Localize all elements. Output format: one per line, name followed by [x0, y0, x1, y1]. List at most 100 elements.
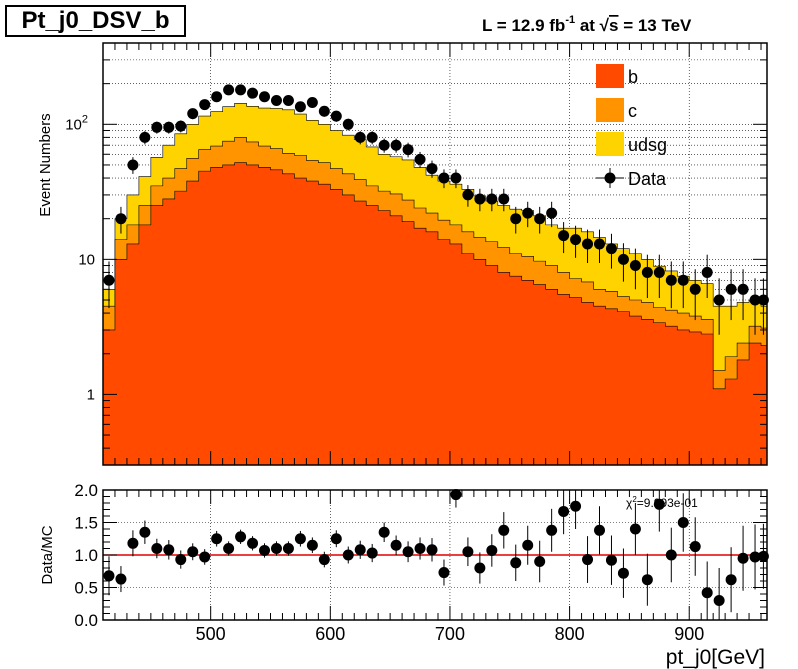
- ratio-point: [211, 533, 223, 545]
- data-point: [139, 131, 151, 143]
- ratio-point: [414, 543, 426, 554]
- data-point: [378, 139, 390, 151]
- ratio-point: [223, 543, 235, 554]
- data-point: [127, 159, 139, 171]
- data-point: [318, 105, 330, 117]
- x-tick-label: 600: [315, 624, 345, 644]
- data-point: [510, 213, 522, 225]
- ratio-point: [438, 567, 450, 579]
- data-point: [163, 121, 175, 133]
- data-point: [737, 283, 749, 295]
- data-point: [247, 87, 259, 99]
- ratio-point: [426, 544, 438, 556]
- data-points: [103, 84, 769, 335]
- y-tick-label: 1: [87, 386, 95, 403]
- data-point: [426, 163, 438, 175]
- data-point: [450, 172, 462, 184]
- ratio-point: [629, 523, 641, 535]
- data-point: [594, 238, 606, 250]
- legend-data-marker: [604, 172, 616, 184]
- ratio-point: [390, 539, 402, 551]
- legend-label-udsg: udsg: [628, 135, 667, 155]
- ratio-point: [354, 544, 366, 556]
- data-point: [211, 91, 223, 103]
- data-point: [199, 99, 211, 111]
- ratio-point: [247, 537, 259, 549]
- x-tick-label: 900: [674, 624, 704, 644]
- x-tick-label: 500: [196, 624, 226, 644]
- data-point: [558, 230, 570, 242]
- ratio-plot-grid: [103, 489, 767, 621]
- data-point: [689, 283, 701, 295]
- data-point: [582, 238, 594, 250]
- ratio-point: [282, 543, 294, 554]
- ratio-y-tick-label: 2.0: [74, 481, 98, 500]
- y-tick-label-exp: 2: [82, 113, 88, 125]
- chart-title: Pt_j0_DSV_b: [5, 5, 186, 37]
- ratio-point: [127, 537, 139, 549]
- data-point: [570, 234, 582, 246]
- data-point: [701, 266, 713, 278]
- ratio-point: [510, 557, 522, 569]
- ratio-point: [749, 551, 761, 563]
- ratio-point: [701, 587, 713, 599]
- data-point: [151, 121, 163, 133]
- ratio-point: [713, 595, 725, 606]
- data-point: [366, 131, 378, 143]
- legend-label-c: c: [628, 101, 637, 121]
- ratio-point: [402, 546, 414, 558]
- data-point: [605, 243, 617, 255]
- ratio-y-tick-label: 0.5: [74, 579, 98, 598]
- ratio-point: [653, 498, 665, 510]
- data-point: [749, 294, 761, 306]
- ratio-point: [330, 533, 342, 545]
- ratio-point: [115, 573, 127, 585]
- ratio-point: [594, 524, 606, 536]
- data-point: [115, 213, 127, 225]
- data-point: [294, 101, 306, 113]
- ratio-y-axis-title: Data/MC: [39, 525, 56, 584]
- ratio-point: [259, 544, 271, 556]
- ratio-points: [103, 489, 769, 620]
- legend-label-data: Data: [628, 169, 667, 189]
- data-point: [725, 283, 737, 295]
- data-point: [187, 108, 199, 120]
- ratio-point: [151, 543, 163, 554]
- main-y-axis-title: Event Numbers: [37, 113, 54, 216]
- hist-b: [102, 162, 768, 466]
- data-point: [522, 207, 534, 219]
- lumi-text: L = 12.9 fb-1 at √s = 13 TeV: [482, 14, 692, 35]
- data-point: [282, 95, 294, 107]
- ratio-point: [757, 550, 769, 562]
- legend-swatch-udsg: [596, 132, 624, 156]
- ratio-y-tick-label: 1.5: [74, 514, 98, 533]
- data-point: [713, 294, 725, 306]
- data-point: [402, 144, 414, 156]
- ratio-point: [462, 546, 474, 558]
- data-point: [546, 207, 558, 219]
- ratio-point: [318, 554, 330, 566]
- ratio-point: [737, 552, 749, 564]
- x-tick-label: 800: [555, 624, 585, 644]
- data-point: [653, 266, 665, 278]
- main-plot-border: [102, 42, 768, 466]
- legend-swatch-b: [596, 64, 624, 88]
- ratio-point: [306, 539, 318, 551]
- ratio-point: [689, 541, 701, 553]
- ratio-y-tick-label: 0.0: [74, 611, 98, 630]
- ratio-point: [103, 570, 115, 582]
- ratio-point: [342, 549, 354, 561]
- ratio-point: [175, 554, 187, 566]
- ratio-point: [677, 517, 689, 528]
- data-point: [486, 193, 498, 205]
- data-point: [354, 131, 366, 143]
- ratio-point: [582, 554, 594, 566]
- chi2-label: χ2=9.993e-01: [626, 495, 698, 510]
- y-tick-label-base: 10: [65, 116, 82, 133]
- x-axis-title: pt_j0[GeV]: [666, 646, 765, 669]
- data-point: [462, 189, 474, 201]
- data-point: [175, 120, 187, 132]
- ratio-point: [294, 533, 306, 545]
